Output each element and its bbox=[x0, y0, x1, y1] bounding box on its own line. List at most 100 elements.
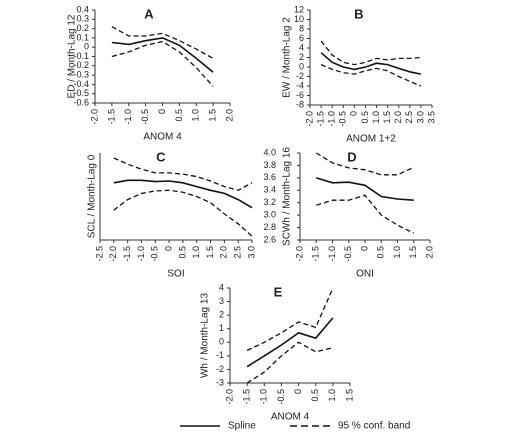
x-tick-label: 1.0 bbox=[191, 109, 201, 122]
y-tick-label: 2.6 bbox=[263, 234, 276, 244]
x-tick-label: 1.5 bbox=[408, 246, 418, 259]
x-tick-label: 2.0 bbox=[219, 246, 229, 259]
x-tick-label: -1.0 bbox=[327, 111, 337, 127]
y-tick-label: 3.0 bbox=[263, 210, 276, 220]
spline-line bbox=[113, 179, 253, 209]
panel-letter: C bbox=[156, 149, 166, 164]
y-tick-label: 3.4 bbox=[263, 185, 276, 195]
y-tick-label: 1 bbox=[219, 323, 224, 333]
y-axis-label: EW / Month-Lag 2 bbox=[282, 17, 293, 98]
x-tick-label: 1.0 bbox=[327, 389, 337, 402]
conf-band-line bbox=[246, 287, 334, 351]
x-tick-label: 1.0 bbox=[392, 246, 402, 259]
y-tick-label: 3 bbox=[219, 296, 224, 306]
x-tick-label: 0 bbox=[293, 389, 303, 394]
panel-letter: D bbox=[347, 149, 356, 164]
legend-label: 95 % conf. band bbox=[338, 421, 410, 432]
x-tick-label: 1.5 bbox=[344, 389, 354, 402]
conf-band-line bbox=[111, 26, 214, 59]
y-tick-label: 3.8 bbox=[263, 160, 276, 170]
conf-band-line bbox=[246, 341, 334, 384]
y-tick-label: -0.1 bbox=[73, 51, 89, 61]
y-tick-label: 2.8 bbox=[263, 222, 276, 232]
y-tick-label: 0 bbox=[219, 337, 224, 347]
y-tick-label: -3 bbox=[216, 377, 224, 387]
y-tick-label: 2 bbox=[219, 310, 224, 320]
x-tick-label: 0.5 bbox=[376, 246, 386, 259]
x-tick-label: -1.5 bbox=[106, 109, 116, 125]
y-tick-label: 4 bbox=[299, 42, 304, 52]
x-tick-label: -1.0 bbox=[259, 389, 269, 405]
conf-band-line bbox=[320, 64, 422, 87]
y-tick-label: 0.4 bbox=[76, 4, 89, 14]
x-axis-label: ANOM 4 bbox=[143, 132, 182, 143]
y-tick-label: -0.2 bbox=[73, 60, 89, 70]
y-tick-label: 6 bbox=[299, 33, 304, 43]
x-tick-label: 3.0 bbox=[246, 246, 256, 259]
x-tick-label: 0 bbox=[349, 111, 359, 116]
x-axis-label: ONI bbox=[356, 269, 374, 280]
x-tick-label: -0.5 bbox=[338, 111, 348, 127]
y-tick-label: 0.1 bbox=[76, 32, 89, 42]
y-tick-label: 2 bbox=[299, 52, 304, 62]
x-tick-label: 3.0 bbox=[415, 111, 425, 124]
conf-band-line bbox=[320, 40, 421, 66]
y-tick-label: 12 bbox=[294, 4, 304, 14]
x-tick-label: 3.5 bbox=[426, 111, 436, 124]
legend-label: Spline bbox=[228, 421, 256, 432]
y-tick-label: -1 bbox=[216, 350, 224, 360]
x-tick-label: 0 bbox=[359, 246, 369, 251]
x-tick-label: -1.0 bbox=[136, 246, 146, 262]
x-tick-label: -1.5 bbox=[311, 246, 321, 262]
x-tick-label: -0.5 bbox=[343, 246, 353, 262]
y-tick-label: 0.3 bbox=[76, 14, 89, 24]
panel-letter: B bbox=[354, 6, 363, 21]
y-tick-label: 0 bbox=[299, 61, 304, 71]
x-tick-label: 1.0 bbox=[371, 111, 381, 124]
x-tick-label: 1.5 bbox=[205, 246, 215, 259]
x-tick-label: -2.0 bbox=[108, 246, 118, 262]
y-tick-label: 10 bbox=[294, 14, 304, 24]
spline-line bbox=[320, 52, 422, 75]
x-tick-label: 0 bbox=[163, 246, 173, 251]
conf-band-line bbox=[113, 189, 253, 237]
x-tick-label: -1.5 bbox=[315, 111, 325, 127]
y-tick-label: -0.6 bbox=[73, 97, 89, 107]
y-tick-label: -0.4 bbox=[73, 79, 89, 89]
spline-line bbox=[246, 317, 334, 368]
x-tick-label: 2.5 bbox=[404, 111, 414, 124]
y-tick-label: -4 bbox=[296, 80, 304, 90]
conf-band-line bbox=[315, 152, 415, 176]
x-tick-label: 0.5 bbox=[174, 109, 184, 122]
x-tick-label: -1.0 bbox=[123, 109, 133, 125]
x-tick-label: -2.0 bbox=[224, 389, 234, 405]
x-tick-label: 2.0 bbox=[393, 111, 403, 124]
y-axis-label: Wh / Month-Lag 13 bbox=[200, 293, 211, 378]
y-axis-label: SCL / Month-Lag 0 bbox=[87, 154, 98, 238]
x-tick-label: -2.0 bbox=[294, 246, 304, 262]
y-tick-label: -2 bbox=[216, 364, 224, 374]
y-tick-label: 0 bbox=[84, 42, 89, 52]
x-tick-label: -1.5 bbox=[242, 389, 252, 405]
conf-band-line bbox=[316, 194, 415, 234]
y-tick-label: 3.6 bbox=[263, 172, 276, 182]
y-tick-label: 8 bbox=[299, 23, 304, 33]
x-tick-label: 2.0 bbox=[224, 109, 234, 122]
x-tick-label: 1.5 bbox=[382, 111, 392, 124]
x-tick-label: -0.5 bbox=[276, 389, 286, 405]
conf-band-line bbox=[113, 157, 253, 191]
x-tick-label: 2.5 bbox=[233, 246, 243, 259]
y-tick-label: 4 bbox=[219, 282, 224, 292]
x-tick-label: -2.0 bbox=[304, 111, 314, 127]
y-tick-label: 4.0 bbox=[263, 147, 276, 157]
x-tick-label: 0.5 bbox=[177, 246, 187, 259]
y-tick-label: -0.5 bbox=[73, 88, 89, 98]
x-tick-label: -1.0 bbox=[327, 246, 337, 262]
x-tick-label: 1.5 bbox=[208, 109, 218, 122]
spline-line bbox=[111, 37, 214, 73]
conf-band-line bbox=[111, 40, 214, 87]
y-tick-label: -0.3 bbox=[73, 69, 89, 79]
x-tick-label: 1.0 bbox=[191, 246, 201, 259]
y-tick-label: -8 bbox=[296, 99, 304, 109]
